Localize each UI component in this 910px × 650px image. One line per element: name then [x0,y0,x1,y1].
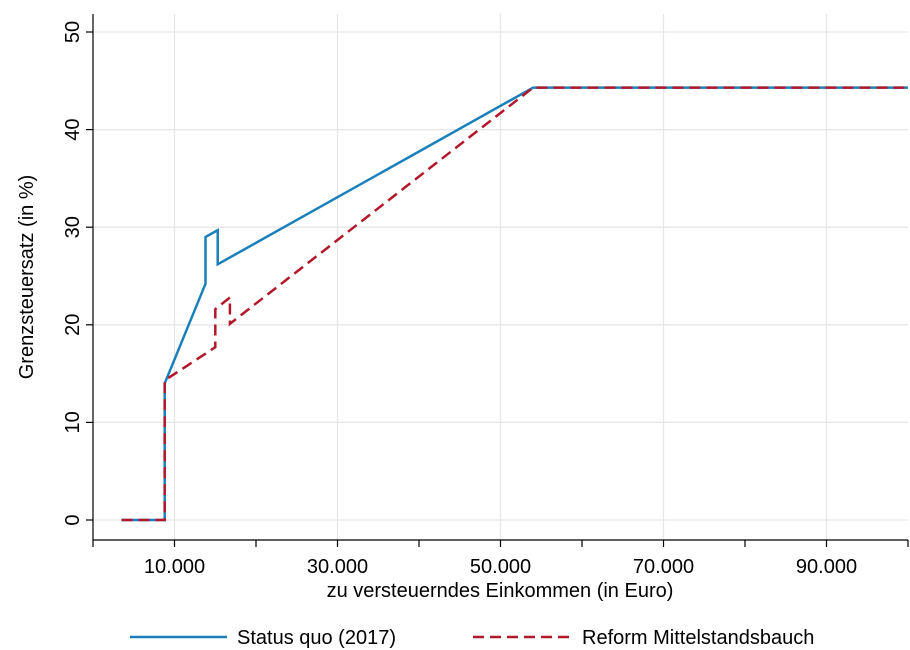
series-lines [121,86,908,522]
axes [86,14,909,547]
y-tick-label: 30 [62,216,84,238]
x-tick-label: 90.000 [796,556,857,578]
tick-labels: 0 10 20 30 40 50 10.000 30.000 50.000 70.000 90.00… [62,21,857,578]
legend-label-reform: Reform Mittelstandsbauch [582,627,814,649]
x-tick-label: 50.000 [470,556,531,578]
y-axis-title: Grenzsteuersatz (in %) [16,175,38,380]
y-tick-label: 0 [62,514,84,525]
gridlines [93,14,908,540]
x-tick-label: 10.000 [144,556,205,578]
x-axis-title: zu versteuerndes Einkommen (in Euro) [327,580,674,602]
legend-label-status-quo: Status quo (2017) [237,627,396,649]
y-tick-label: 10 [62,411,84,433]
series-line-reform [121,86,908,522]
legend: Status quo (2017) Reform Mittelstandsbau… [130,627,814,649]
y-tick-label: 40 [62,118,84,140]
x-tick-label: 30.000 [307,556,368,578]
y-tick-label: 20 [62,314,84,336]
y-tick-label: 50 [62,21,84,43]
x-tick-label: 70.000 [633,556,694,578]
series-line-status-quo [121,86,908,522]
